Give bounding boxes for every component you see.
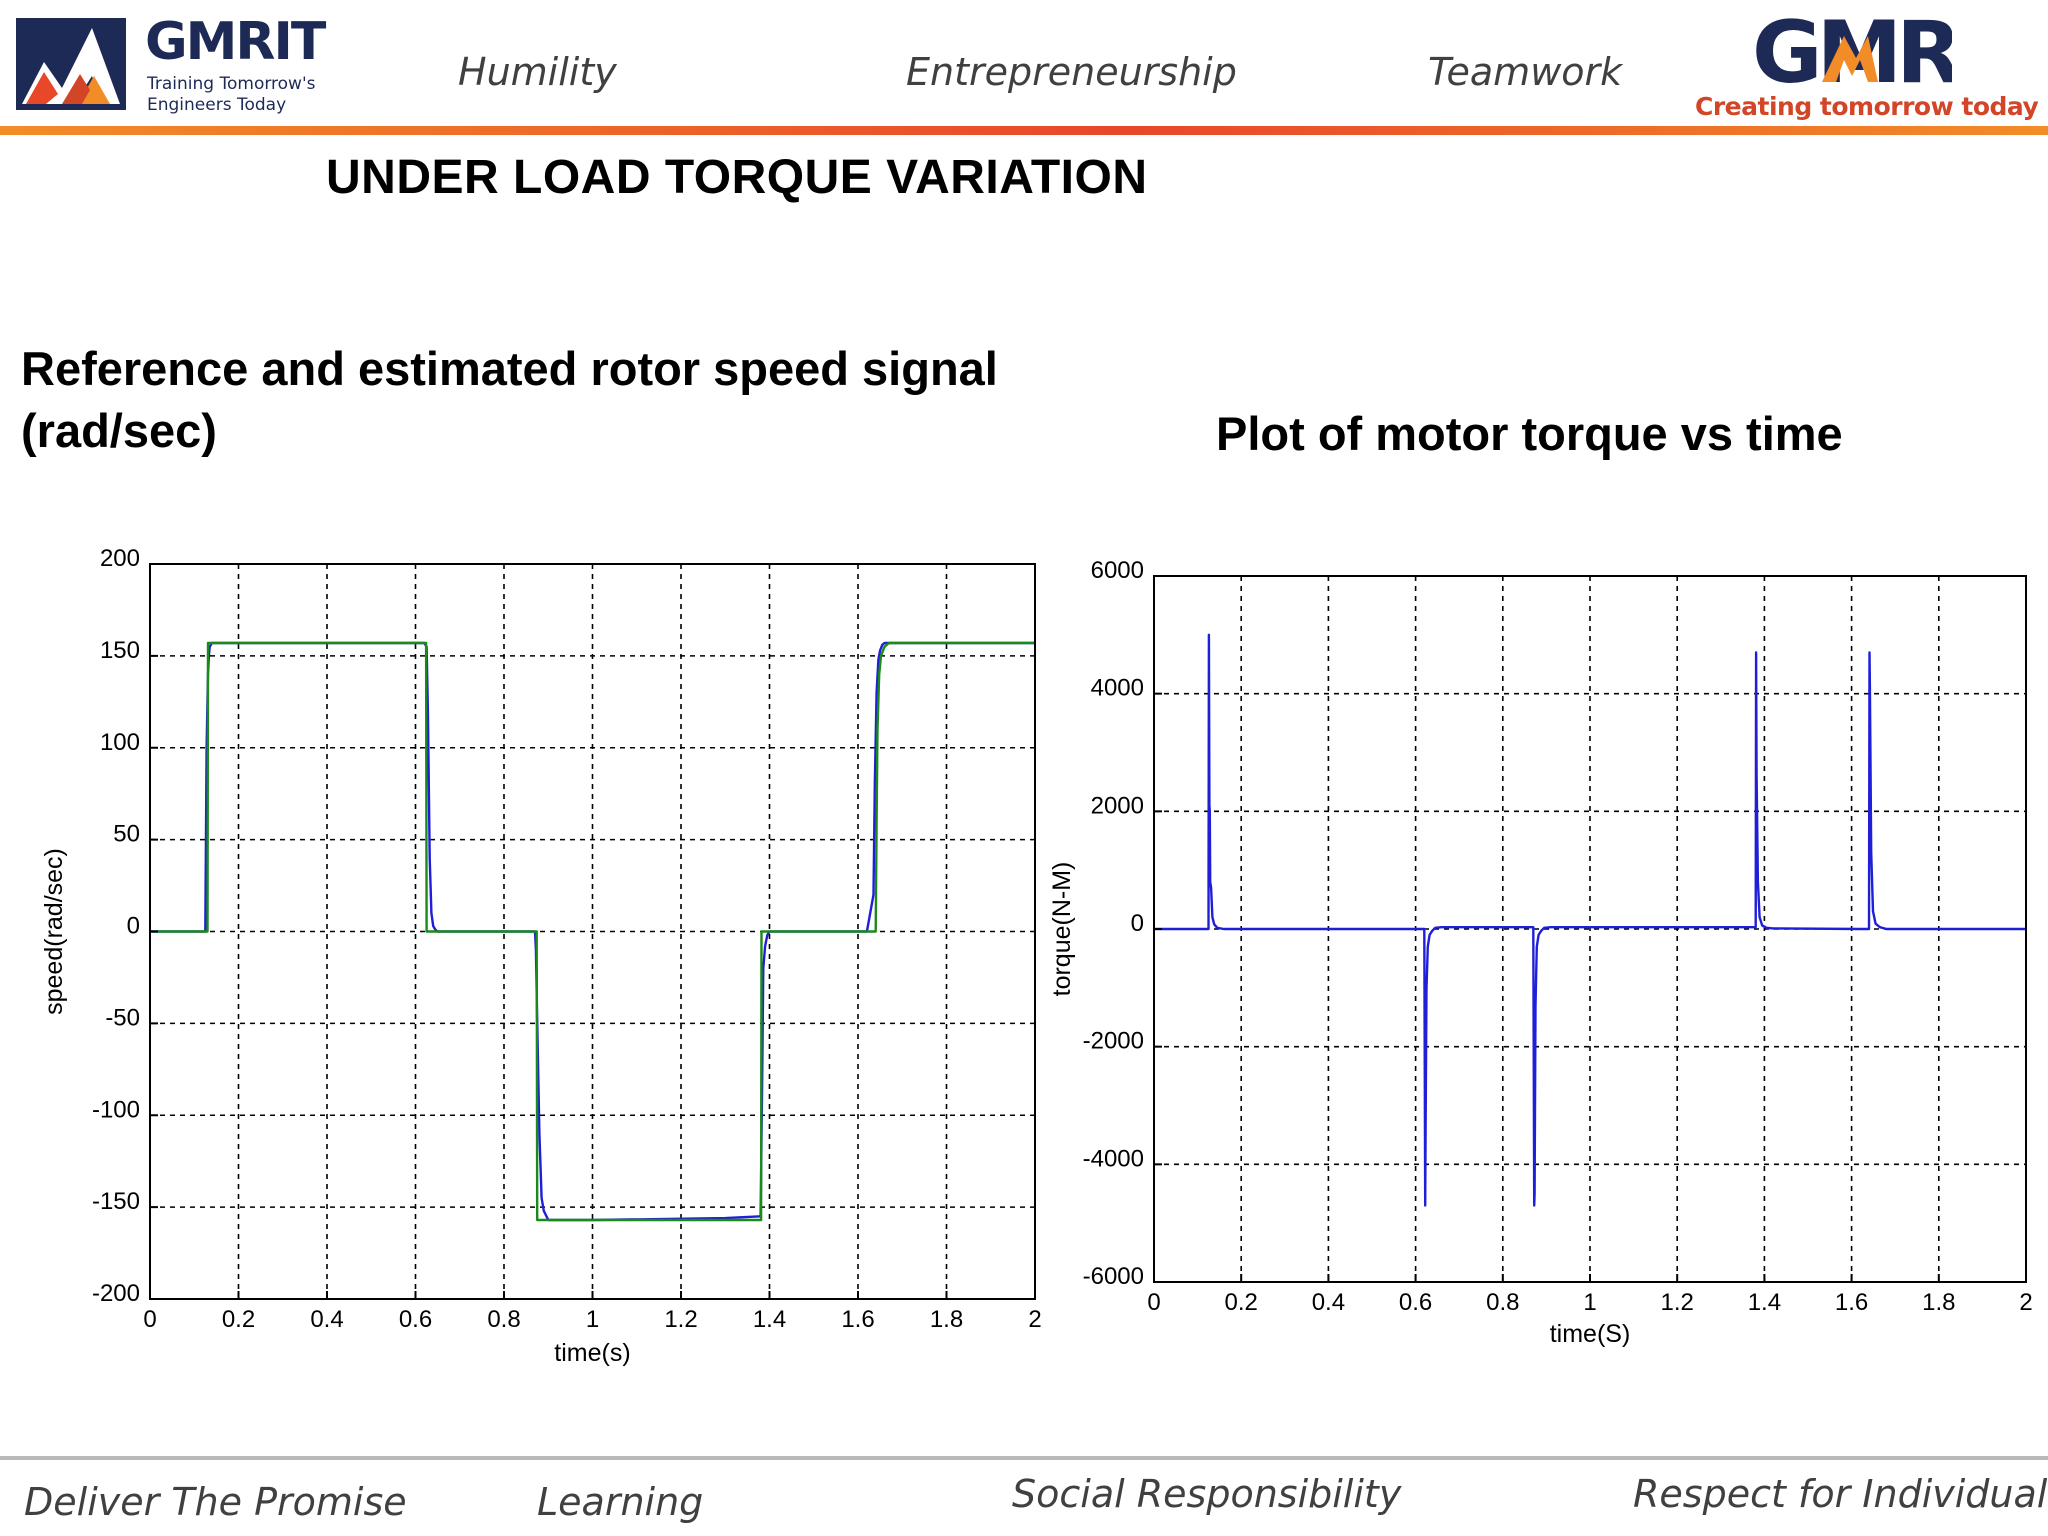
chart2-y-tick-label-4: 2000 [1091, 792, 1144, 819]
chart1-x-axis-label: time(s) [554, 1339, 630, 1367]
chart1-series-line-1 [150, 641, 1035, 1222]
footer-value-social-responsibility: Social Responsibility [1012, 1472, 1402, 1516]
chart1-x-tick-label-0: 0 [143, 1306, 156, 1333]
chart2-y-tick-label-6: 6000 [1091, 557, 1144, 584]
chart1-x-tick-label-4: 0.8 [487, 1306, 520, 1333]
brand-left-name: GMRIT [145, 12, 326, 72]
gmr-logo: GMR [1752, 14, 1952, 90]
chart2-y-axis-label: torque(N-M) [1048, 862, 1076, 997]
chart1-x-tick-label-7: 1.4 [753, 1306, 786, 1333]
chart2-x-tick-label-7: 1.4 [1748, 1289, 1781, 1316]
chart1-x-tick-label-8: 1.6 [841, 1306, 874, 1333]
chart2-x-tick-label-10: 2 [2019, 1289, 2032, 1316]
brand-right-tagline: Creating tomorrow today [1695, 92, 2039, 121]
chart1-x-tick-label-1: 0.2 [222, 1306, 255, 1333]
footer-value-learning: Learning [537, 1480, 704, 1524]
header-value-entrepreneurship: Entrepreneurship [906, 50, 1237, 94]
chart1-y-tick-label-2: -100 [92, 1096, 140, 1123]
chart2-x-tick-label-8: 1.6 [1835, 1289, 1868, 1316]
chart1-x-tick-label-2: 0.4 [310, 1306, 343, 1333]
header-value-humility: Humility [458, 50, 617, 94]
chart2-x-tick-label-1: 0.2 [1225, 1289, 1258, 1316]
chart1-y-tick-label-1: -150 [92, 1188, 140, 1215]
chart2-x-tick-label-0: 0 [1147, 1289, 1160, 1316]
chart1-y-tick-label-0: -200 [92, 1280, 140, 1307]
chart2-y-tick-label-0: -6000 [1083, 1263, 1144, 1290]
right-chart-heading: Plot of motor torque vs time [1216, 407, 1843, 460]
chart1-x-tick-label-9: 1.8 [930, 1306, 963, 1333]
chart2-x-tick-label-9: 1.8 [1922, 1289, 1955, 1316]
chart2-x-tick-label-3: 0.6 [1399, 1289, 1432, 1316]
chart1-y-tick-label-4: 0 [127, 913, 140, 940]
left-chart-heading: Reference and estimated rotor speed sign… [21, 342, 998, 457]
chart1-y-tick-label-7: 150 [100, 637, 140, 664]
header-value-teamwork: Teamwork [1428, 50, 1623, 94]
chart2-x-tick-label-2: 0.4 [1312, 1289, 1345, 1316]
footer-value-deliver-the-promise: Deliver The Promise [24, 1480, 407, 1524]
chart1-x-tick-label-3: 0.6 [399, 1306, 432, 1333]
chart1-y-axis-label: speed(rad/sec) [40, 848, 68, 1015]
slide-title: UNDER LOAD TORQUE VARIATION [326, 151, 1148, 204]
chart1-y-tick-label-6: 100 [100, 729, 140, 756]
chart2-series-line-0 [1154, 633, 2026, 1207]
footer-divider [0, 1456, 2048, 1460]
brand-left-tagline-line1: Training Tomorrow's [147, 74, 316, 94]
chart2-x-tick-label-4: 0.8 [1486, 1289, 1519, 1316]
chart1-y-tick-label-8: 200 [100, 545, 140, 572]
chart1-y-tick-label-5: 50 [113, 821, 140, 848]
chart2-x-tick-label-5: 1 [1583, 1289, 1596, 1316]
speed-chart: 0 0.2 0.4 0.6 0.8 1 1.2 1.4 1.6 1.8 2 -200 -150 -100 -… [40, 545, 1042, 1367]
chart2-y-tick-label-5: 4000 [1091, 675, 1144, 702]
chart1-y-tick-label-3: -50 [105, 1004, 140, 1031]
chart2-y-tick-label-2: -2000 [1083, 1028, 1144, 1055]
chart1-x-tick-label-10: 2 [1028, 1306, 1041, 1333]
gmrit-logo-icon [16, 18, 126, 110]
chart1-x-tick-label-6: 1.2 [664, 1306, 697, 1333]
gmr-logo-accent-icon [1822, 36, 1878, 82]
header-divider [0, 126, 2048, 135]
brand-left-tagline: Training Tomorrow's Engineers Today [147, 74, 315, 116]
chart2-y-tick-label-1: -4000 [1083, 1145, 1144, 1172]
header: GMRIT Training Tomorrow's Engineers Toda… [0, 0, 2048, 136]
brand-left-tagline-line2: Engineers Today [147, 95, 287, 115]
chart2-y-tick-label-3: 0 [1131, 910, 1144, 937]
footer-value-respect-for-individual: Respect for Individual [1633, 1472, 2048, 1516]
torque-chart: 0 0.2 0.4 0.6 0.8 1 1.2 1.4 1.6 1.8 2 -6000 -4000 -20… [1048, 557, 2033, 1348]
chart2-x-tick-label-6: 1.2 [1661, 1289, 1694, 1316]
chart2-x-axis-label: time(S) [1550, 1320, 1631, 1348]
chart1-x-tick-label-5: 1 [586, 1306, 599, 1333]
